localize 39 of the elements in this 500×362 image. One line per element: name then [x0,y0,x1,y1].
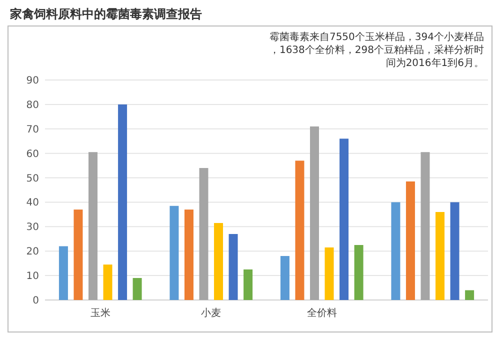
chart-title: 家禽饲料原料中的霉菌毒素调查报告 [9,7,202,21]
bar [88,152,98,300]
x-tick-label: 小麦 [201,307,222,319]
bar [420,152,430,300]
bar [199,168,208,300]
y-tick-label: 90 [26,76,39,86]
bar [214,223,224,300]
y-tick-label: 10 [26,271,39,282]
bar [340,138,349,300]
x-tick-label: 全价料 [306,307,337,319]
y-tick-label: 80 [26,100,39,111]
bar [436,212,445,300]
y-tick-label: 40 [26,198,39,209]
bar [74,210,83,300]
y-tick-label: 20 [26,246,39,258]
bar [118,104,128,300]
bar [310,126,319,300]
bar [132,278,142,300]
y-tick-label: 70 [26,124,39,136]
bar [465,290,474,300]
bar [280,256,290,300]
bar [406,181,415,300]
y-tick-label: 60 [26,148,39,160]
bar [295,160,304,300]
bar [354,245,364,300]
bar [103,264,112,300]
bar [170,206,179,300]
y-tick-label: 0 [32,296,39,306]
y-tick-label: 50 [26,173,39,184]
text: 霉菌毒素来自7550个玉米样品，394个小麦样品，1638个全价料，298个豆粕样品，采样分析时间为2016年1到6月。 [269,31,484,69]
x-tick-label: 玉米 [90,307,110,319]
bar [244,269,253,300]
bar [184,210,194,300]
bar [228,234,238,300]
bar [324,247,334,300]
bar [391,202,400,300]
bar [58,246,68,300]
bar [450,202,460,300]
y-tick-label: 30 [26,222,39,234]
